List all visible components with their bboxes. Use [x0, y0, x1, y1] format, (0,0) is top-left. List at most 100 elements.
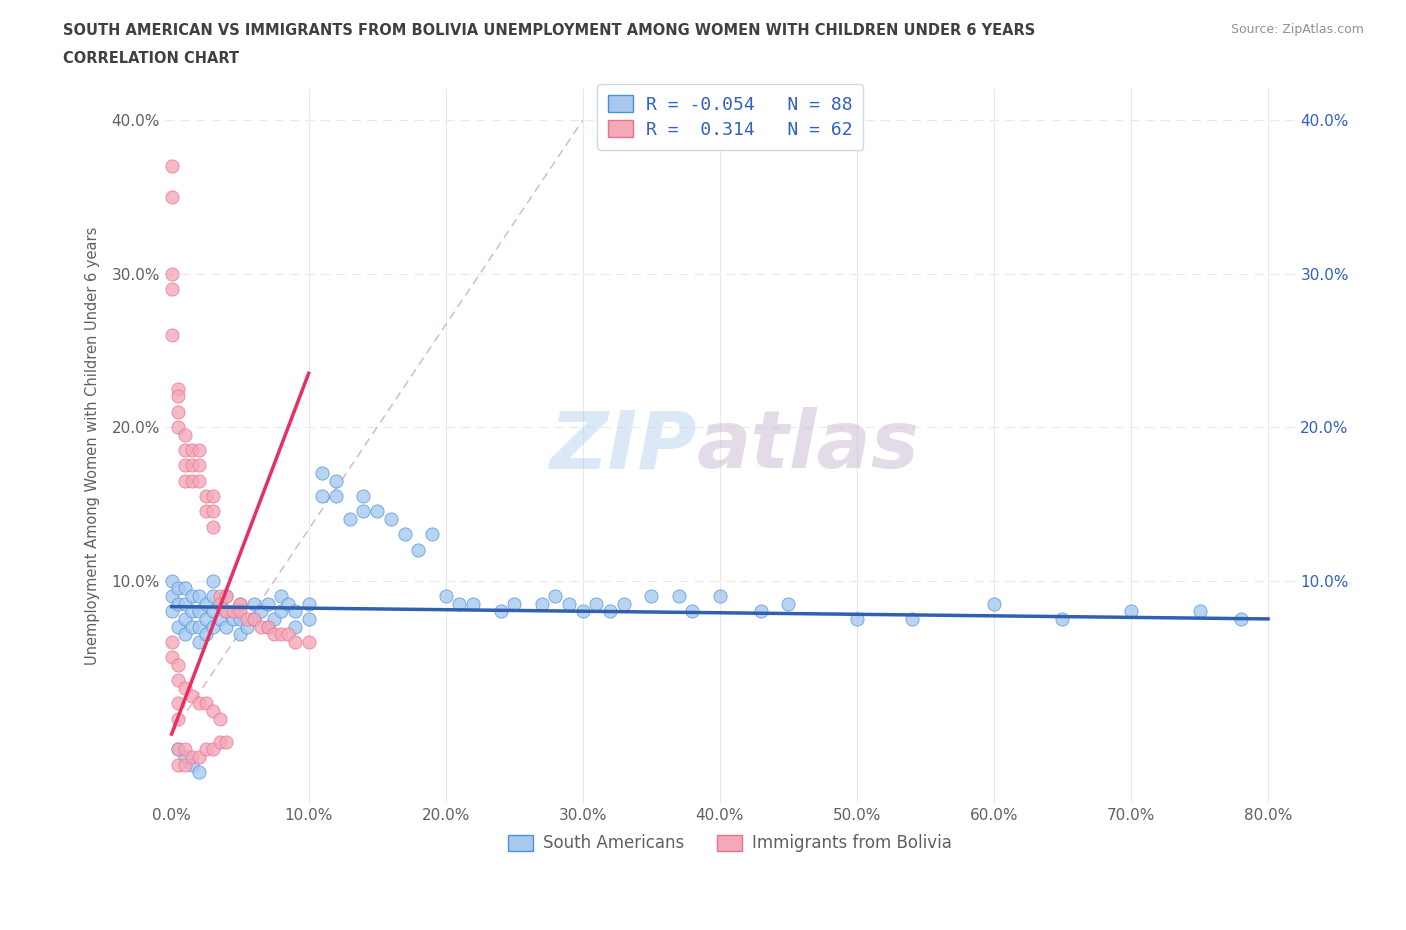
Text: CORRELATION CHART: CORRELATION CHART	[63, 51, 239, 66]
Point	[194, 596, 217, 611]
Point	[188, 750, 211, 764]
Point	[188, 696, 211, 711]
Point	[160, 327, 183, 342]
Point	[236, 619, 259, 634]
Point	[188, 765, 211, 780]
Point	[174, 611, 197, 626]
Point	[284, 619, 307, 634]
Point	[174, 681, 197, 696]
Point	[229, 611, 252, 626]
Point	[201, 619, 224, 634]
Point	[571, 604, 593, 618]
Point	[215, 589, 238, 604]
Point	[709, 589, 731, 604]
Point	[174, 473, 197, 488]
Point	[201, 742, 224, 757]
Point	[201, 604, 224, 618]
Point	[194, 627, 217, 642]
Point	[845, 611, 868, 626]
Point	[188, 458, 211, 472]
Point	[188, 443, 211, 458]
Point	[256, 596, 278, 611]
Point	[160, 282, 183, 297]
Point	[167, 419, 190, 434]
Point	[298, 596, 321, 611]
Point	[585, 596, 607, 611]
Point	[325, 488, 347, 503]
Point	[420, 527, 443, 542]
Point	[194, 611, 217, 626]
Point	[277, 627, 299, 642]
Point	[188, 589, 211, 604]
Point	[222, 611, 245, 626]
Point	[194, 696, 217, 711]
Text: atlas: atlas	[696, 407, 920, 485]
Point	[160, 573, 183, 588]
Point	[215, 604, 238, 618]
Point	[256, 619, 278, 634]
Point	[1229, 611, 1251, 626]
Point	[243, 611, 266, 626]
Point	[263, 627, 285, 642]
Point	[408, 542, 430, 557]
Point	[174, 458, 197, 472]
Text: ZIP: ZIP	[548, 407, 696, 485]
Point	[640, 589, 662, 604]
Point	[1119, 604, 1142, 618]
Point	[201, 488, 224, 503]
Point	[558, 596, 581, 611]
Point	[181, 473, 204, 488]
Point	[449, 596, 471, 611]
Point	[167, 619, 190, 634]
Point	[174, 580, 197, 595]
Point	[311, 466, 333, 481]
Point	[229, 604, 252, 618]
Point	[599, 604, 621, 618]
Point	[174, 757, 197, 772]
Point	[201, 573, 224, 588]
Point	[194, 488, 217, 503]
Point	[380, 512, 402, 526]
Point	[229, 627, 252, 642]
Point	[668, 589, 690, 604]
Point	[167, 742, 190, 757]
Point	[463, 596, 485, 611]
Point	[270, 627, 292, 642]
Point	[167, 711, 190, 726]
Point	[188, 473, 211, 488]
Point	[160, 589, 183, 604]
Point	[167, 673, 190, 688]
Point	[160, 604, 183, 618]
Point	[353, 504, 375, 519]
Point	[181, 619, 204, 634]
Point	[167, 742, 190, 757]
Point	[174, 742, 197, 757]
Point	[243, 611, 266, 626]
Point	[208, 596, 231, 611]
Point	[229, 596, 252, 611]
Y-axis label: Unemployment Among Women with Children Under 6 years: Unemployment Among Women with Children U…	[86, 227, 100, 666]
Point	[188, 634, 211, 649]
Point	[174, 443, 197, 458]
Point	[194, 742, 217, 757]
Point	[503, 596, 526, 611]
Point	[174, 750, 197, 764]
Point	[613, 596, 636, 611]
Point	[188, 619, 211, 634]
Point	[208, 735, 231, 750]
Point	[544, 589, 567, 604]
Point	[366, 504, 388, 519]
Point	[181, 443, 204, 458]
Point	[167, 389, 190, 404]
Point	[778, 596, 800, 611]
Point	[681, 604, 703, 618]
Point	[208, 611, 231, 626]
Point	[983, 596, 1005, 611]
Point	[160, 650, 183, 665]
Point	[298, 611, 321, 626]
Point	[249, 619, 271, 634]
Point	[277, 596, 299, 611]
Point	[201, 704, 224, 719]
Point	[215, 604, 238, 618]
Point	[167, 658, 190, 672]
